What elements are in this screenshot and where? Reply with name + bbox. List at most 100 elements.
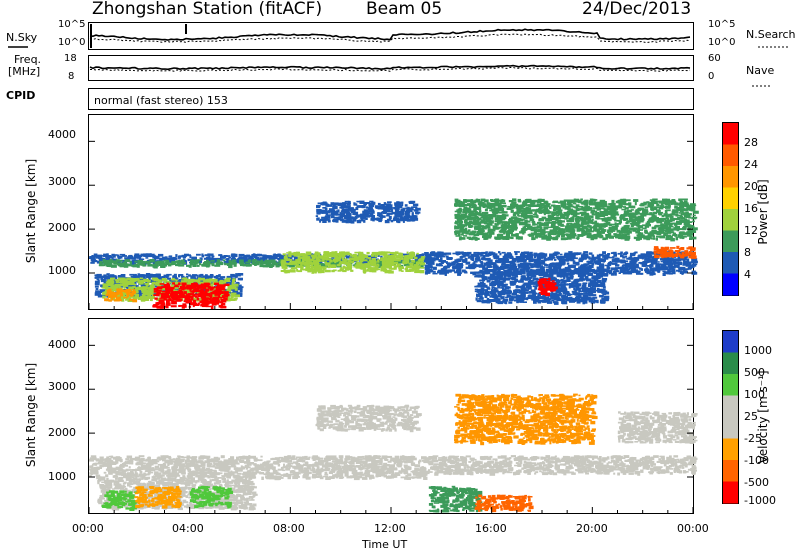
power-cell (169, 279, 174, 282)
power-cell (414, 269, 421, 274)
power-cell (137, 277, 142, 281)
power-cell (296, 256, 299, 259)
power-cell (628, 202, 632, 206)
power-cell (327, 219, 331, 223)
power-cell (557, 207, 562, 211)
power-cell (345, 266, 351, 268)
power-cell (685, 264, 691, 267)
power-cell (178, 282, 183, 285)
power-cell (501, 211, 505, 214)
power-cell (159, 299, 165, 303)
velocity-cb-tick: -500 (744, 476, 769, 489)
power-cell (284, 256, 288, 260)
power-cell (360, 253, 365, 258)
power-cell (655, 235, 661, 238)
power-cell (614, 267, 619, 270)
power-cell (94, 292, 98, 296)
power-cell (571, 235, 575, 239)
power-cell (644, 257, 649, 261)
power-cell (642, 208, 646, 211)
power-cell (196, 297, 200, 301)
power-cell (314, 267, 320, 270)
power-cell (567, 265, 571, 269)
power-cell (504, 214, 509, 217)
power-cell (144, 296, 149, 300)
power-cell (170, 278, 176, 281)
power-cell (220, 279, 224, 283)
power-cell (129, 254, 133, 257)
power-cell (519, 256, 524, 259)
power-cell (297, 266, 300, 268)
power-cell (368, 212, 373, 215)
power-cell (285, 262, 290, 265)
power-cell (146, 290, 149, 294)
power-cell (688, 221, 693, 223)
power-cell (401, 255, 404, 259)
power-cell (501, 251, 506, 254)
power-cell (587, 256, 591, 259)
power-cell (420, 261, 424, 264)
power-cell (540, 256, 547, 259)
power-cell (154, 297, 158, 300)
power-cell (553, 200, 559, 203)
power-cell (611, 228, 614, 232)
power-cell (649, 269, 654, 271)
power-cell (137, 262, 141, 265)
power-cell (147, 279, 151, 283)
power-cell (274, 263, 279, 266)
power-cell (230, 295, 234, 299)
power-cell (559, 253, 563, 256)
power-cell (477, 259, 481, 262)
power-cell (314, 252, 317, 256)
power-cell (106, 273, 110, 276)
power-cell (110, 264, 117, 268)
power-cell (405, 262, 411, 266)
power-cell (547, 271, 552, 273)
power-cell (344, 254, 348, 258)
power-cell (264, 260, 271, 263)
power-cell (691, 260, 696, 264)
power-cell (108, 275, 111, 279)
power-cell (634, 201, 637, 206)
power-cb-tick: 12 (744, 224, 758, 237)
power-cell (457, 258, 463, 261)
power-cell (377, 206, 381, 210)
power-cell (138, 274, 144, 277)
power-cell (184, 279, 191, 282)
power-cell (612, 251, 617, 254)
power-cell (652, 237, 656, 240)
power-cell (582, 252, 586, 257)
power-cell (178, 279, 183, 282)
power-cell (468, 264, 474, 268)
power-cell (554, 251, 559, 255)
power-cell (469, 255, 473, 258)
power-cell (346, 217, 351, 221)
power-cell (512, 198, 517, 202)
power-cell (125, 292, 131, 294)
power-cell (178, 287, 185, 290)
power-cell (94, 283, 99, 286)
power-cell (321, 216, 326, 219)
power-cell (400, 201, 404, 204)
power-cell (155, 281, 159, 285)
power-cell (342, 219, 346, 222)
power-cell (640, 272, 644, 275)
power-cell (461, 264, 464, 269)
power-cell (666, 217, 670, 222)
power-cell (353, 210, 356, 213)
power-cell (142, 294, 146, 297)
power-cell (468, 205, 471, 208)
power-cell (675, 269, 680, 272)
power-cell (403, 263, 407, 267)
power-cell (595, 236, 598, 240)
power-cell (211, 284, 214, 287)
power-cell (314, 266, 319, 269)
power-cell (179, 291, 184, 295)
power-cell (92, 256, 98, 258)
power-cell (145, 260, 151, 264)
power-cell (163, 297, 166, 300)
power-cell (332, 204, 336, 208)
power-cell (533, 232, 537, 236)
power-cell (591, 213, 598, 215)
power-cell (249, 258, 254, 260)
